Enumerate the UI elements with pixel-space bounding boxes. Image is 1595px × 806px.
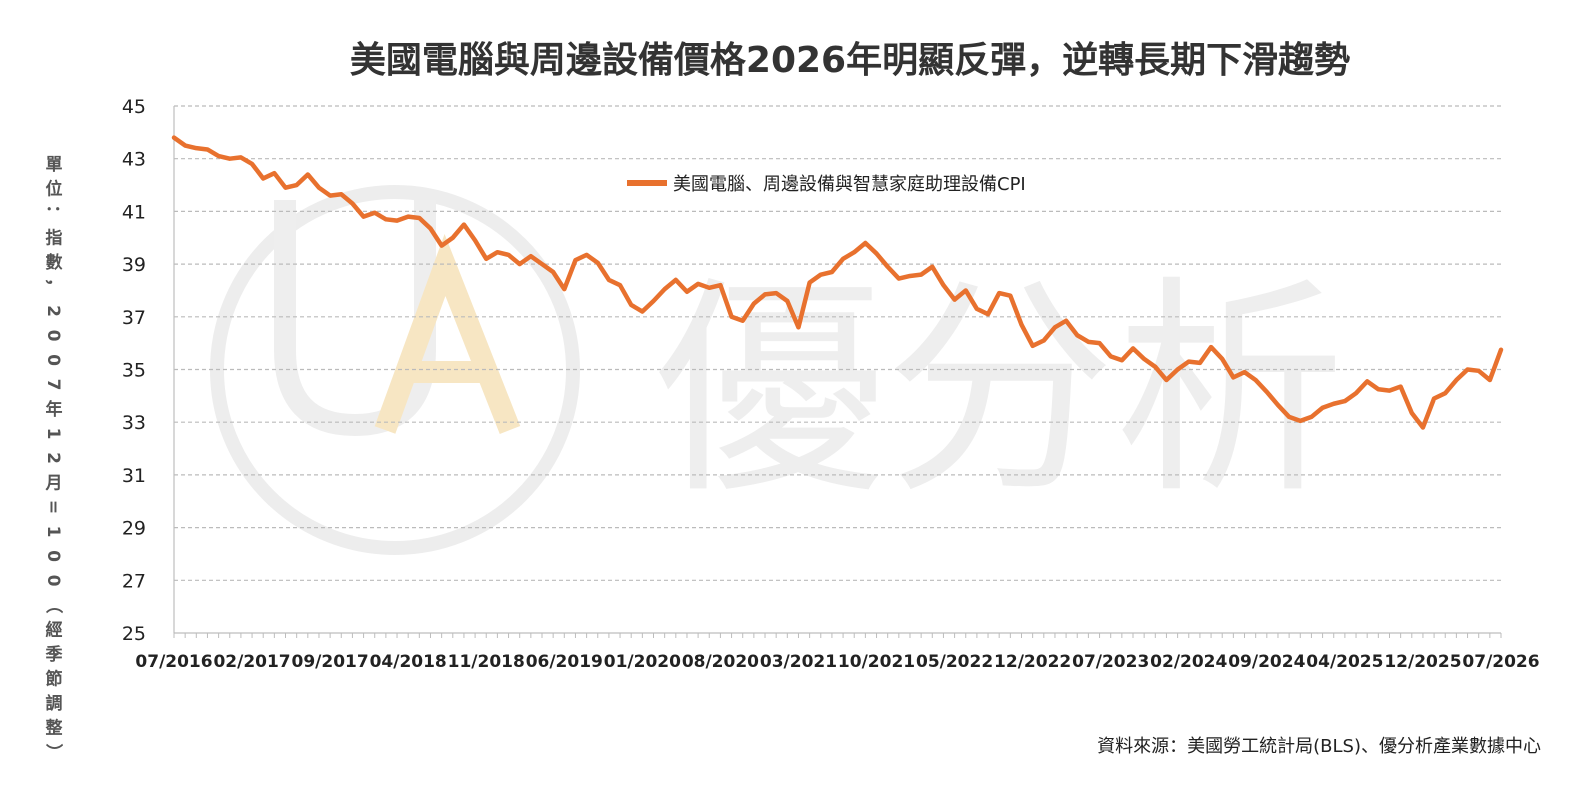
y-tick-label: 29 xyxy=(122,518,146,540)
x-tick-label: 02/2024 xyxy=(1150,652,1227,672)
y-label-char: 月 xyxy=(45,474,63,494)
y-tick-label: 35 xyxy=(122,360,146,382)
y-label-char: （ xyxy=(43,597,64,614)
y-label-char: 季 xyxy=(46,644,63,665)
y-label-char: 整 xyxy=(46,718,63,739)
x-tick-label: 07/2026 xyxy=(1462,652,1539,672)
x-tick-label: 07/2023 xyxy=(1072,652,1149,672)
x-tick-label: 11/2018 xyxy=(448,652,525,672)
x-tick-label: 02/2017 xyxy=(213,652,290,672)
x-tick-label: 03/2021 xyxy=(760,652,837,672)
series-line-cpi xyxy=(171,135,1504,430)
watermark-a-shape xyxy=(374,233,521,435)
x-tick-label: 12/2025 xyxy=(1384,652,1461,672)
x-tick-label: 10/2021 xyxy=(838,652,915,672)
x-tick-label: 04/2025 xyxy=(1306,652,1383,672)
y-label-char: 年 xyxy=(46,399,63,420)
x-tick-label: 06/2019 xyxy=(526,652,603,672)
legend: 美國電腦、周邊設備與智慧家庭助理設備CPI xyxy=(627,174,1026,195)
y-label-char: 調 xyxy=(46,693,63,714)
y-tick-label: 41 xyxy=(122,201,146,223)
y-label-char: 7 xyxy=(43,379,63,391)
y-tick-label: 45 xyxy=(122,96,146,118)
y-label-char: ： xyxy=(43,205,63,222)
x-tick-label: 07/2016 xyxy=(135,652,212,672)
y-label-char: 經 xyxy=(46,620,63,641)
y-axis-ticks: 45 43 41 39 37 35 33 31 29 27 25 xyxy=(122,96,146,645)
y-label-char: 0 xyxy=(43,550,63,562)
legend-label: 美國電腦、周邊設備與智慧家庭助理設備CPI xyxy=(673,174,1026,195)
y-label-char: 1 xyxy=(43,526,63,538)
series-layer xyxy=(171,135,1504,430)
y-label-char: 0 xyxy=(43,575,63,587)
x-tick-label: 01/2020 xyxy=(604,652,681,672)
watermark-logo: 優分析 xyxy=(210,185,1345,555)
y-label-char: 1 xyxy=(43,428,63,440)
y-label-char: 節 xyxy=(45,669,63,690)
y-label-char: 單 xyxy=(46,155,63,175)
y-label-char: 數 xyxy=(46,252,63,273)
x-tick-label: 08/2020 xyxy=(682,652,759,672)
axes xyxy=(173,106,1502,638)
y-tick-label: 33 xyxy=(122,412,146,434)
y-tick-label: 25 xyxy=(122,623,146,645)
y-label-char: 0 xyxy=(43,354,63,366)
x-tick-label: 12/2022 xyxy=(994,652,1071,672)
y-label-char: 2 xyxy=(43,305,63,317)
y-tick-label: 27 xyxy=(122,570,146,592)
x-tick-label: 09/2017 xyxy=(292,652,369,672)
y-tick-label: 31 xyxy=(122,465,146,487)
y-label-char: 2 xyxy=(43,452,63,464)
x-tick-label: 05/2022 xyxy=(916,652,993,672)
y-tick-label: 39 xyxy=(122,254,146,276)
y-label-char: 指 xyxy=(46,228,63,249)
y-tick-label: 37 xyxy=(122,307,146,329)
y-tick-label: 43 xyxy=(122,149,146,171)
source-note: 資料來源：美國勞工統計局(BLS)、優分析產業數據中心 xyxy=(1097,736,1541,757)
x-axis-ticks: 07/2016 02/2017 09/2017 04/2018 11/2018 06/20… xyxy=(135,652,1539,672)
chart-title: 美國電腦與周邊設備價格2026年明顯反彈，逆轉長期下滑趨勢 xyxy=(350,40,1350,81)
x-tick-label: 04/2018 xyxy=(370,652,447,672)
y-label-char: 0 xyxy=(43,330,63,342)
y-label-char: ） xyxy=(43,744,64,761)
y-label-char: ， xyxy=(43,278,63,295)
y-label-char: = xyxy=(43,500,63,514)
x-tick-label: 09/2024 xyxy=(1228,652,1305,672)
watermark-text: 優分析 xyxy=(655,258,1345,525)
y-label-char: 位 xyxy=(46,179,63,200)
